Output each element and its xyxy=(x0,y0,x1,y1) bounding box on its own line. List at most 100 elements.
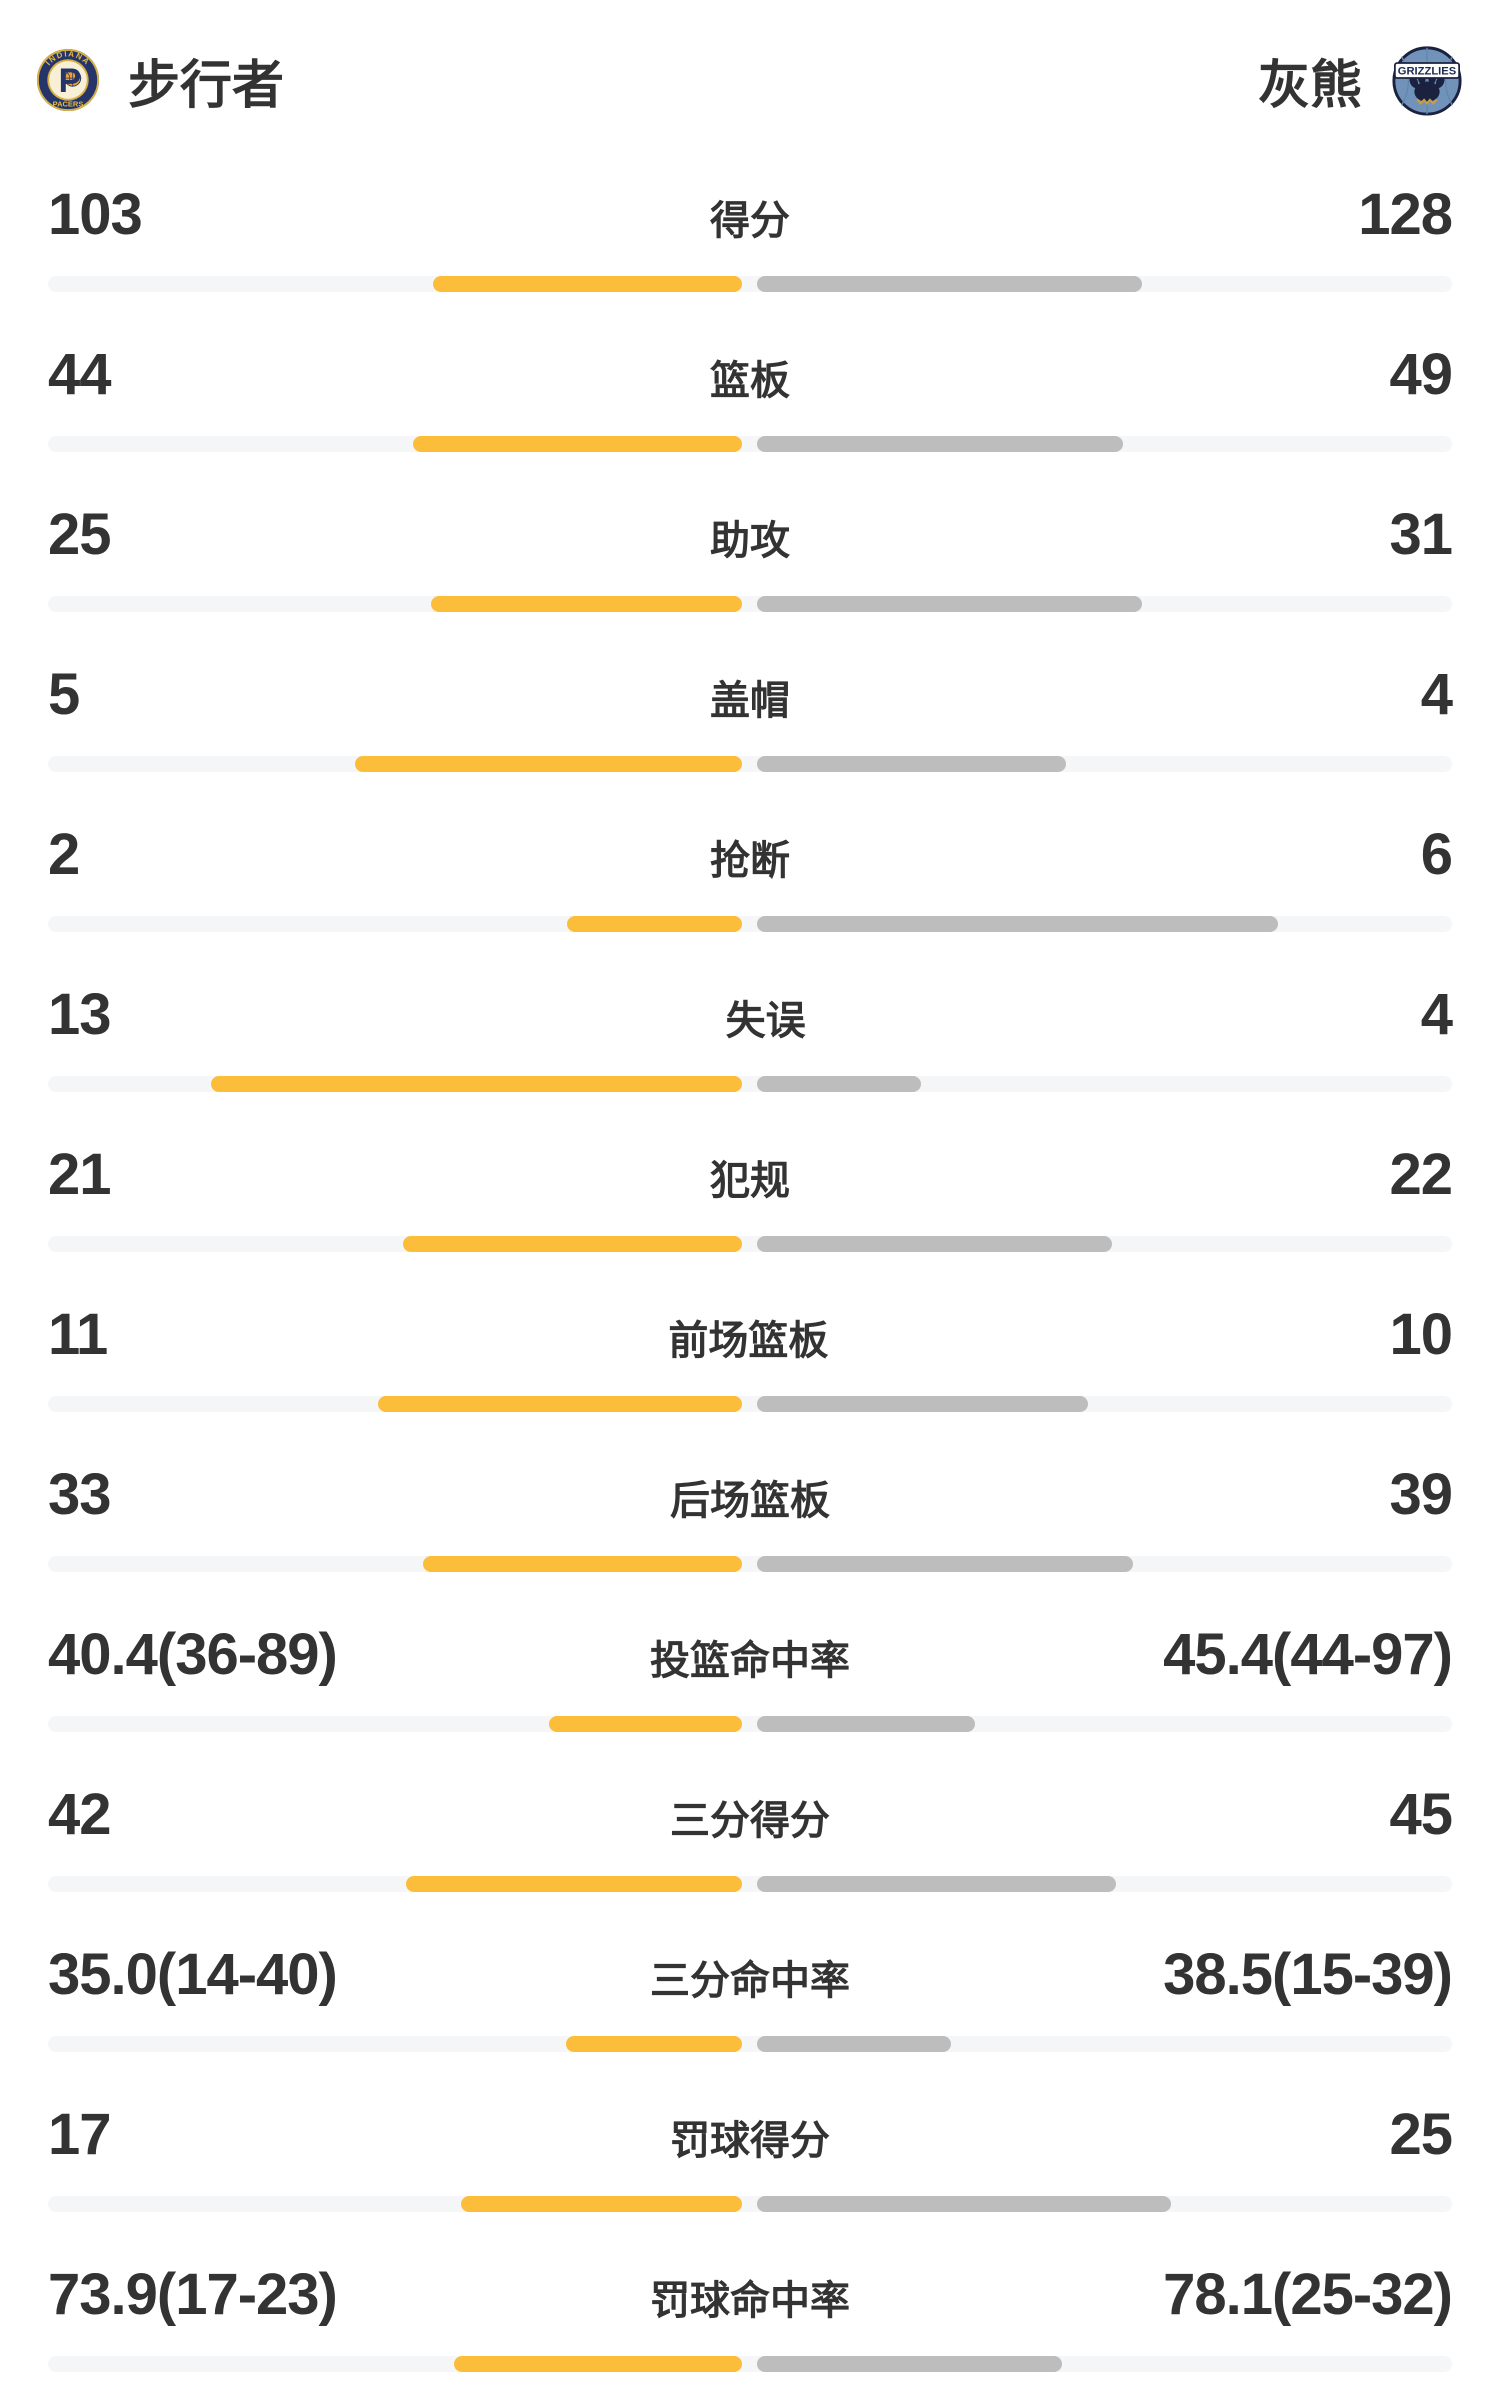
left-value: 11 xyxy=(48,1302,108,1367)
stat-values-line: 11 前场篮板 10 xyxy=(48,1302,1453,1374)
stat-row: 25 助攻 31 xyxy=(0,480,1500,640)
stat-label: 犯规 xyxy=(710,1159,790,1203)
stat-bar-track xyxy=(48,2356,1452,2372)
stats-list: 103 得分 128 44 篮板 49 25 助攻 31 xyxy=(0,160,1500,2400)
stat-row: 40.4(36-89) 投篮命中率 45.4(44-97) xyxy=(0,1600,1500,1760)
home-team-header[interactable]: INDIANA PACERS P 步行者 xyxy=(36,0,284,160)
stat-values-line: 44 篮板 49 xyxy=(48,342,1453,414)
stat-values-line: 103 得分 128 xyxy=(48,182,1453,254)
stat-label: 后场篮板 xyxy=(670,1479,830,1523)
stat-label: 三分得分 xyxy=(670,1799,830,1843)
stat-values-line: 17 罚球得分 25 xyxy=(48,2102,1453,2174)
stat-bar-track xyxy=(48,1716,1452,1732)
left-bar xyxy=(549,1716,742,1732)
stat-row: 5 盖帽 4 xyxy=(0,640,1500,800)
right-bar xyxy=(757,1876,1117,1892)
stat-values-line: 33 后场篮板 39 xyxy=(48,1462,1453,1534)
stat-label: 失误 xyxy=(725,999,806,1043)
right-value: 39 xyxy=(1389,1462,1453,1527)
stat-values-line: 2 抢断 6 xyxy=(48,822,1453,894)
left-bar xyxy=(422,1556,742,1572)
stat-label: 盖帽 xyxy=(710,679,790,723)
left-bar xyxy=(403,1236,742,1252)
stat-bar-track xyxy=(48,276,1452,292)
left-value: 40.4(36-89) xyxy=(48,1622,338,1687)
pacers-logo-icon: INDIANA PACERS P xyxy=(36,48,100,112)
left-bar xyxy=(413,436,742,452)
right-bar xyxy=(757,1236,1113,1252)
right-bar xyxy=(757,1396,1089,1412)
right-value: 49 xyxy=(1389,342,1453,407)
stat-values-line: 13 失误 4 xyxy=(48,982,1453,1054)
stat-label: 助攻 xyxy=(710,519,790,563)
stat-label: 篮板 xyxy=(710,359,790,403)
right-bar xyxy=(757,756,1066,772)
stat-bar-track xyxy=(48,1236,1452,1252)
left-value: 73.9(17-23) xyxy=(48,2262,338,2327)
stat-row: 13 失误 4 xyxy=(0,960,1500,1120)
left-value: 2 xyxy=(48,822,80,887)
left-bar xyxy=(460,2196,742,2212)
stat-label: 抢断 xyxy=(710,839,790,883)
stat-bar-track xyxy=(48,756,1452,772)
stat-row: 17 罚球得分 25 xyxy=(0,2080,1500,2240)
home-team-name: 步行者 xyxy=(128,56,285,115)
stat-bar-track xyxy=(48,2036,1452,2052)
left-value: 17 xyxy=(48,2102,112,2167)
stat-values-line: 42 三分得分 45 xyxy=(48,1782,1453,1854)
left-bar xyxy=(567,916,742,932)
right-bar xyxy=(757,916,1278,932)
away-team-header[interactable]: 灰熊 GRIZZLIES xyxy=(1258,0,1464,160)
left-bar xyxy=(431,596,742,612)
right-bar xyxy=(757,1556,1134,1572)
right-value: 4 xyxy=(1420,662,1453,727)
right-bar xyxy=(757,436,1124,452)
right-value: 45.4(44-97) xyxy=(1163,1622,1453,1687)
left-bar xyxy=(210,1076,742,1092)
right-value: 78.1(25-32) xyxy=(1163,2262,1453,2327)
stat-values-line: 40.4(36-89) 投篮命中率 45.4(44-97) xyxy=(48,1622,1453,1694)
stat-values-line: 35.0(14-40) 三分命中率 38.5(15-39) xyxy=(48,1942,1453,2014)
stat-bar-track xyxy=(48,1556,1452,1572)
right-value: 25 xyxy=(1389,2102,1453,2167)
left-value: 25 xyxy=(48,502,112,567)
stat-values-line: 21 犯规 22 xyxy=(48,1142,1453,1214)
stat-values-line: 73.9(17-23) 罚球命中率 78.1(25-32) xyxy=(48,2262,1453,2334)
stat-bar-track xyxy=(48,916,1452,932)
left-value: 35.0(14-40) xyxy=(48,1942,338,2007)
right-value: 4 xyxy=(1420,982,1453,1047)
left-bar xyxy=(453,2356,742,2372)
right-bar xyxy=(757,1716,975,1732)
left-bar xyxy=(406,1876,742,1892)
stat-bar-track xyxy=(48,1076,1452,1092)
stat-row: 33 后场篮板 39 xyxy=(0,1440,1500,1600)
stat-bar-track xyxy=(48,1876,1452,1892)
right-bar xyxy=(757,276,1142,292)
left-value: 42 xyxy=(48,1782,112,1847)
left-value: 5 xyxy=(48,662,80,727)
grizzlies-banner-text: GRIZZLIES xyxy=(1398,66,1456,78)
stat-label: 三分命中率 xyxy=(650,1959,850,2003)
left-value: 13 xyxy=(48,982,112,1047)
stat-row: 35.0(14-40) 三分命中率 38.5(15-39) xyxy=(0,1920,1500,2080)
right-value: 22 xyxy=(1389,1142,1453,1207)
stat-bar-track xyxy=(48,436,1452,452)
right-value: 10 xyxy=(1389,1302,1453,1367)
stat-label: 罚球得分 xyxy=(670,2119,830,2163)
grizzlies-logo-icon: GRIZZLIES xyxy=(1392,46,1462,116)
right-bar xyxy=(757,2356,1062,2372)
match-stats-header: INDIANA PACERS P 步行者 灰熊 GRIZZLIES xyxy=(0,0,1500,160)
left-bar xyxy=(566,2036,742,2052)
stat-row: 73.9(17-23) 罚球命中率 78.1(25-32) xyxy=(0,2240,1500,2400)
left-bar xyxy=(432,276,742,292)
stat-row: 42 三分得分 45 xyxy=(0,1760,1500,1920)
pacers-ring-bottom-text: PACERS xyxy=(53,99,84,108)
away-team-name: 灰熊 xyxy=(1257,56,1362,115)
right-value: 45 xyxy=(1389,1782,1453,1847)
stat-row: 11 前场篮板 10 xyxy=(0,1280,1500,1440)
stat-label: 投篮命中率 xyxy=(650,1639,850,1683)
pacers-p-letter: P xyxy=(59,62,82,100)
stat-row: 44 篮板 49 xyxy=(0,320,1500,480)
stat-row: 2 抢断 6 xyxy=(0,800,1500,960)
right-value: 31 xyxy=(1389,502,1453,567)
